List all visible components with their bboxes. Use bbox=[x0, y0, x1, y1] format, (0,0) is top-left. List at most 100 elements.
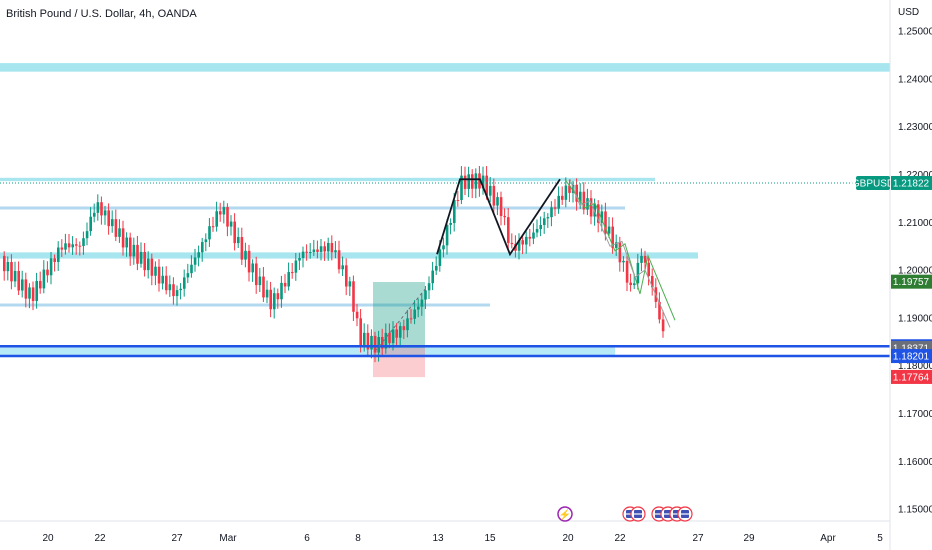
time-tick-label: 13 bbox=[432, 533, 444, 544]
candle-body bbox=[24, 279, 28, 299]
candle-body bbox=[240, 237, 244, 260]
candle-body bbox=[183, 277, 186, 289]
candle-body bbox=[273, 293, 276, 310]
chart-title: British Pound / U.S. Dollar, 4h, OANDA bbox=[6, 8, 197, 20]
candle-body bbox=[28, 287, 31, 299]
economic-events[interactable]: ⚡ bbox=[557, 506, 693, 522]
candle-body bbox=[510, 242, 514, 245]
lightning-event-icon bbox=[557, 506, 573, 522]
candle-body bbox=[341, 265, 344, 270]
candle-body bbox=[13, 270, 17, 282]
candle-body bbox=[402, 326, 406, 331]
price-label bbox=[891, 175, 932, 190]
candle-body bbox=[460, 175, 463, 201]
candle-body bbox=[269, 289, 272, 310]
candle-body bbox=[309, 252, 312, 254]
price-tick-label: 1.16000 bbox=[898, 457, 932, 468]
candle-body bbox=[661, 319, 665, 332]
candle-body bbox=[373, 335, 377, 353]
candle-body bbox=[193, 257, 197, 265]
candle-body bbox=[323, 246, 326, 252]
candle-body bbox=[445, 224, 449, 246]
double-bottom-pattern-line bbox=[436, 178, 561, 257]
candle-body bbox=[550, 207, 553, 218]
candle-body bbox=[618, 242, 622, 263]
candle-body bbox=[3, 255, 6, 272]
candle-body bbox=[600, 211, 604, 223]
candle-body bbox=[82, 238, 85, 246]
time-axis[interactable]: 20 22 27 Mar 6 8 13 15 20 22 27 29 Apr 5 bbox=[42, 533, 883, 544]
candle-body bbox=[251, 263, 254, 273]
candle-body bbox=[568, 185, 571, 193]
candle-body bbox=[442, 245, 445, 250]
time-tick-label: 29 bbox=[743, 533, 755, 544]
candle-body bbox=[417, 306, 420, 310]
candle-body bbox=[377, 336, 380, 353]
candle-body bbox=[463, 175, 467, 189]
candle-body bbox=[175, 290, 179, 297]
candle-body bbox=[111, 219, 114, 227]
trend-dashed-line bbox=[374, 288, 426, 352]
price-label bbox=[891, 369, 932, 384]
time-tick-label: 22 bbox=[614, 533, 626, 544]
candle-body bbox=[39, 280, 42, 289]
candle-body bbox=[172, 284, 175, 297]
price-tick-label: 1.17000 bbox=[898, 409, 932, 420]
candle-body bbox=[571, 184, 575, 193]
candle-body bbox=[395, 329, 398, 338]
candle-body bbox=[125, 237, 128, 248]
candle-body bbox=[247, 250, 251, 273]
candle-body bbox=[139, 251, 143, 264]
candle-body bbox=[643, 255, 647, 263]
candle-body bbox=[287, 272, 290, 287]
candle-body bbox=[413, 309, 416, 319]
candle-body bbox=[355, 311, 359, 319]
candle-body bbox=[6, 261, 10, 272]
price-tick-label: 1.18000 bbox=[898, 361, 932, 372]
projection-path bbox=[564, 178, 676, 321]
price-label bbox=[891, 274, 932, 289]
candle-body bbox=[222, 207, 226, 215]
candle-body bbox=[114, 219, 118, 237]
candle-body bbox=[427, 283, 431, 291]
candle-body bbox=[625, 260, 629, 283]
candle-body bbox=[453, 199, 456, 224]
candle-body bbox=[327, 243, 330, 252]
position-loss-zone bbox=[373, 347, 425, 378]
candle-body bbox=[17, 270, 20, 291]
candle-body bbox=[179, 288, 182, 291]
candle-body bbox=[42, 269, 46, 289]
candle-body bbox=[381, 336, 384, 349]
plot-area[interactable] bbox=[0, 63, 890, 378]
candle-body bbox=[406, 318, 409, 331]
candle-body bbox=[294, 260, 298, 273]
price-tick-label: 1.15000 bbox=[898, 505, 932, 516]
candle-body bbox=[399, 326, 402, 338]
candle-body bbox=[478, 173, 481, 189]
candle-body bbox=[604, 211, 607, 234]
time-tick-label: 15 bbox=[484, 533, 496, 544]
price-axis[interactable]: 1.25000 1.24000 1.23000 1.22000 1.21000 1.200… bbox=[898, 27, 932, 516]
candle-body bbox=[201, 242, 204, 253]
candle-body bbox=[219, 211, 222, 215]
candle-body bbox=[575, 184, 578, 202]
candle-body bbox=[53, 258, 56, 262]
candle-body bbox=[456, 199, 460, 201]
candle-body bbox=[492, 185, 496, 206]
candle-body bbox=[370, 335, 373, 350]
candle-body bbox=[136, 244, 139, 264]
candle-body bbox=[528, 236, 532, 239]
candle-body bbox=[57, 247, 60, 262]
time-tick-label: Mar bbox=[219, 533, 237, 544]
price-label-text: 1.19757 bbox=[893, 277, 930, 288]
candle-body bbox=[154, 266, 157, 276]
time-tick-label: Apr bbox=[820, 533, 836, 544]
candle-body bbox=[161, 275, 164, 284]
candle-body bbox=[67, 243, 71, 248]
candle-body bbox=[647, 262, 650, 277]
candle-body bbox=[420, 299, 424, 307]
candle-body bbox=[208, 226, 211, 240]
price-tick-label: 1.22000 bbox=[898, 170, 932, 181]
candle-body bbox=[280, 282, 283, 300]
